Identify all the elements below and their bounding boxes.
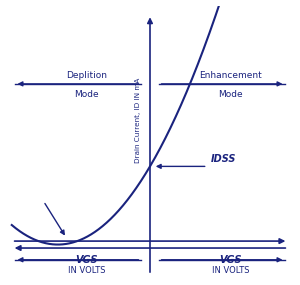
Text: Drain Current, ID IN mA: Drain Current, ID IN mA xyxy=(136,78,142,164)
Text: VGS: VGS xyxy=(75,255,98,265)
Text: Deplition: Deplition xyxy=(66,71,107,80)
Text: Mode: Mode xyxy=(218,90,243,99)
Text: Enhancement: Enhancement xyxy=(199,71,262,80)
Text: IN VOLTS: IN VOLTS xyxy=(68,266,105,275)
Text: VGS: VGS xyxy=(219,255,242,265)
Text: Mode: Mode xyxy=(74,90,99,99)
Text: IN VOLTS: IN VOLTS xyxy=(212,266,249,275)
Text: IDSS: IDSS xyxy=(211,154,236,164)
